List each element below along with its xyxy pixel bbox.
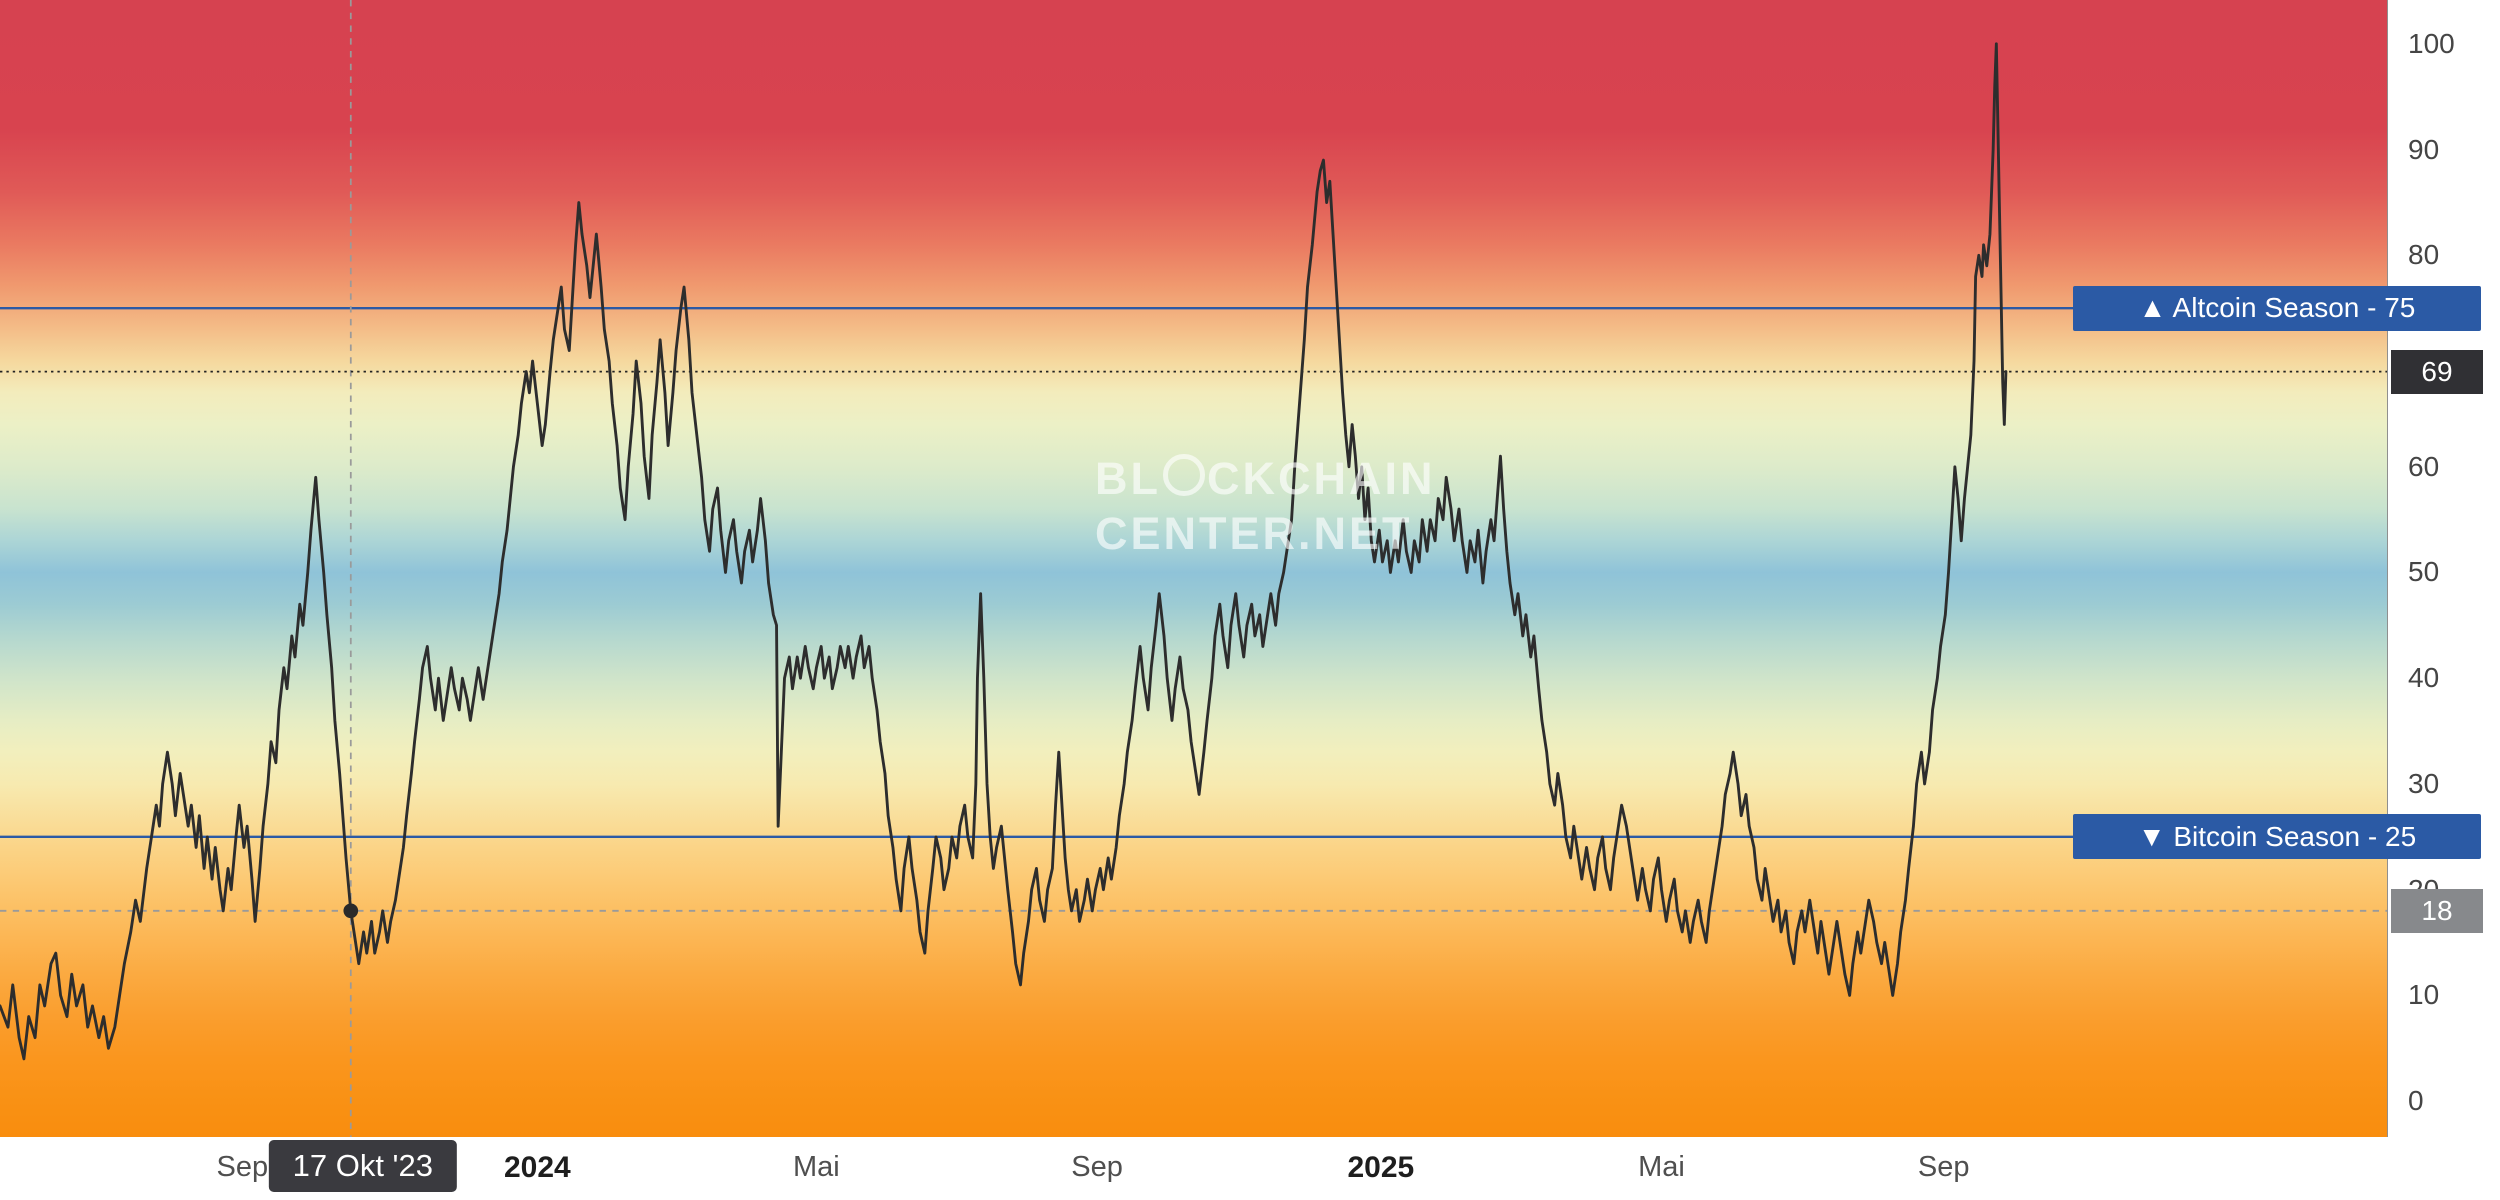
y-axis-tick: 50 xyxy=(2408,556,2440,588)
y-axis-tick: 90 xyxy=(2408,133,2440,165)
x-axis-label: Mai xyxy=(1638,1151,1685,1183)
y-axis-tick: 60 xyxy=(2408,450,2440,482)
crosshair-point-marker xyxy=(343,903,359,919)
x-axis-label: Mai xyxy=(793,1151,840,1183)
x-axis-label: Sep xyxy=(1917,1151,1970,1183)
crosshair-date-tooltip: 17 Okt '23 xyxy=(268,1140,457,1192)
y-axis-tick: 10 xyxy=(2408,979,2440,1011)
x-axis-label: Sep xyxy=(1071,1151,1123,1183)
season-gradient-background xyxy=(0,0,2387,1137)
y-axis-tick: 100 xyxy=(2408,27,2455,59)
x-axis-label: 2025 xyxy=(1347,1151,1415,1184)
y-axis-tick: 0 xyxy=(2408,1085,2424,1117)
chart-plot-area[interactable]: BL CKCHAIN CENTER.NET xyxy=(0,0,2387,1137)
last-value-badge: 69 xyxy=(2391,349,2483,394)
index-series-line xyxy=(0,42,2008,1061)
x-axis[interactable]: Sep 2024 Mai Sep 2025 Mai Sep 17 Okt '23 xyxy=(0,1137,2500,1200)
season-index-line-chart[interactable] xyxy=(0,0,2387,1137)
crosshair-value-badge: 18 xyxy=(2391,888,2483,933)
y-axis-tick: 80 xyxy=(2408,239,2440,271)
y-axis-tick: 30 xyxy=(2408,767,2440,799)
altcoin-season-label: ▲ Altcoin Season - 75 xyxy=(2073,285,2481,331)
x-axis-label: Sep xyxy=(216,1151,269,1183)
y-axis-tick: 40 xyxy=(2408,662,2440,694)
x-axis-label: 2024 xyxy=(503,1151,571,1184)
bitcoin-season-label: ▼ Bitcoin Season - 25 xyxy=(2073,814,2481,860)
y-axis[interactable]: 10090807060504030201001869 xyxy=(2387,0,2500,1200)
